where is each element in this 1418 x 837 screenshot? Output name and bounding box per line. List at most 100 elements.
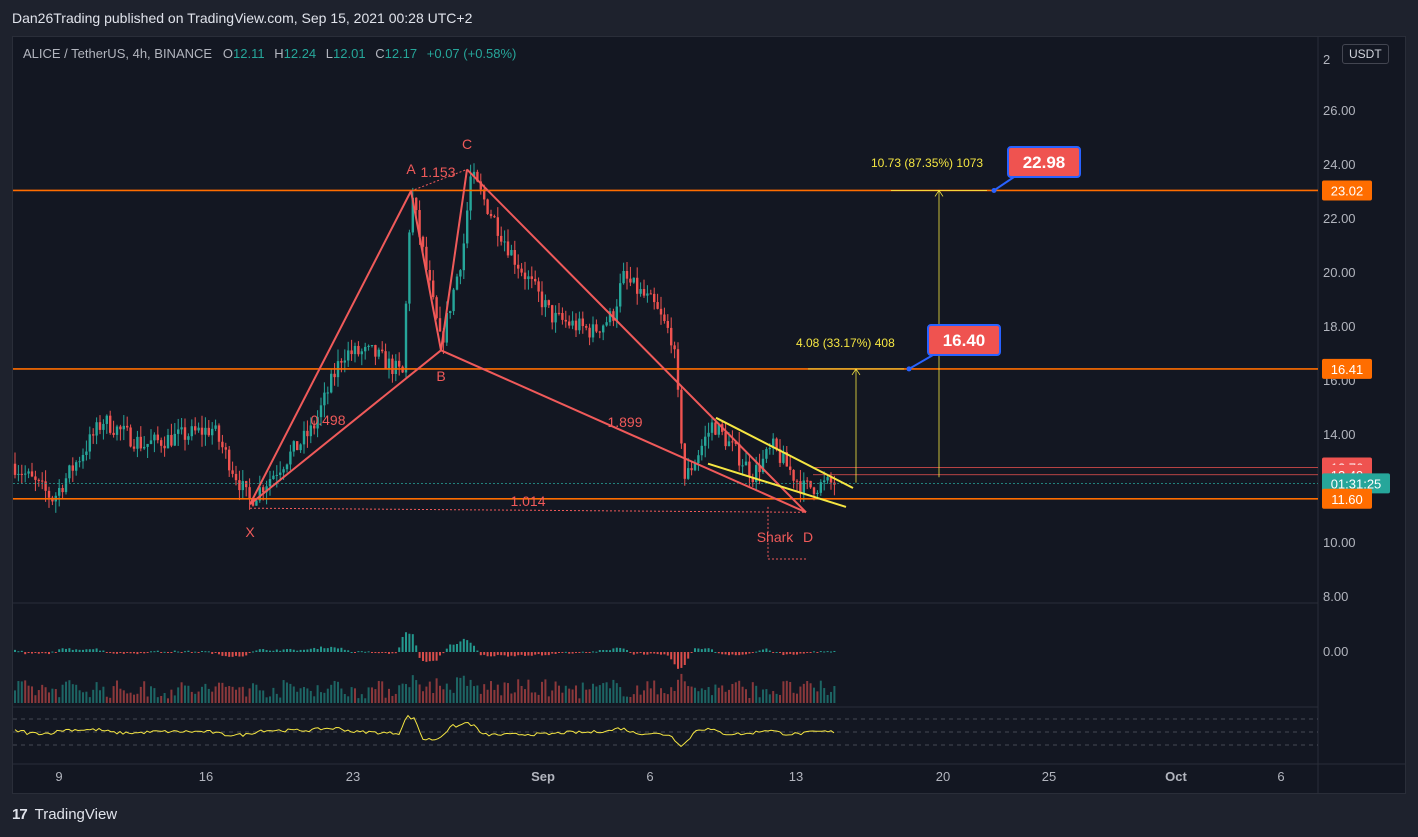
- volume-bar: [204, 683, 207, 703]
- wedge-upper: [715, 416, 854, 489]
- candle: [292, 440, 295, 457]
- low-label: L: [325, 46, 334, 61]
- candle: [435, 295, 438, 320]
- volume-bar: [323, 692, 326, 703]
- target-callout-text: 22.98: [1023, 153, 1066, 172]
- target-measure-label: 10.73 (87.35%) 1073: [871, 156, 983, 170]
- candle-body: [136, 436, 139, 449]
- volume-bar: [738, 680, 741, 703]
- candle: [13, 452, 17, 479]
- volume-bar: [34, 695, 37, 703]
- volume-bar: [456, 677, 458, 703]
- candle-body: [384, 351, 387, 370]
- volume-bar: [758, 697, 761, 703]
- volume-bar: [734, 682, 737, 703]
- volume-bar: [527, 679, 530, 703]
- volume-bar: [782, 681, 785, 703]
- candle: [177, 418, 180, 446]
- candle-body: [472, 171, 476, 177]
- candle: [170, 423, 173, 448]
- volume-bar: [129, 692, 132, 703]
- candle: [608, 307, 612, 326]
- candle: [544, 294, 547, 317]
- volume-bar: [432, 693, 435, 703]
- histogram-bar: [54, 652, 57, 653]
- candle: [71, 457, 74, 482]
- histogram-bar: [799, 652, 802, 654]
- candle: [574, 313, 578, 338]
- candle: [166, 428, 170, 449]
- candle-body: [772, 438, 775, 449]
- candle-body: [799, 481, 802, 494]
- histogram-bar: [571, 652, 574, 654]
- candle: [92, 428, 95, 444]
- candle-body: [704, 436, 707, 446]
- volume-bar: [765, 689, 768, 703]
- histogram-bar: [588, 652, 591, 653]
- candle: [578, 311, 581, 335]
- volume-bar: [333, 680, 336, 703]
- footer-brand[interactable]: 17 TradingView: [12, 806, 117, 823]
- price-chart[interactable]: 8.0010.0012.0014.0016.0018.0020.0022.002…: [13, 37, 1406, 794]
- histogram-bar: [496, 652, 499, 655]
- volume-bar: [201, 686, 203, 703]
- candle-body: [506, 241, 510, 256]
- candle-body: [81, 454, 85, 462]
- volume-bar: [68, 680, 71, 703]
- volume-bar: [136, 693, 139, 703]
- candle-body: [357, 345, 360, 355]
- volume-bar: [173, 695, 176, 703]
- histogram-bar: [422, 652, 424, 661]
- histogram-bar: [241, 652, 244, 657]
- volume-bar: [258, 690, 261, 703]
- point-label-A: A: [406, 161, 416, 177]
- histogram-bar: [269, 650, 271, 652]
- candle: [710, 417, 714, 441]
- candle-body: [574, 320, 578, 331]
- volume-bar: [663, 693, 666, 703]
- chart-frame[interactable]: 8.0010.0012.0014.0016.0018.0020.0022.002…: [12, 36, 1406, 794]
- histogram-bar: [17, 651, 20, 653]
- candle-body: [323, 392, 326, 406]
- candle-body: [455, 276, 459, 290]
- volume-bar: [292, 686, 295, 703]
- histogram-bar: [690, 652, 693, 653]
- histogram-bar: [466, 640, 469, 652]
- volume-bar: [109, 697, 112, 703]
- candle: [183, 418, 187, 451]
- candle: [306, 420, 309, 448]
- candle-body: [479, 181, 482, 190]
- candle-body: [377, 349, 380, 357]
- candle-body: [194, 426, 197, 431]
- histogram-bar: [547, 652, 550, 656]
- histogram-bar: [592, 651, 594, 653]
- histogram: [14, 632, 836, 703]
- x-tick-label: Sep: [531, 769, 555, 784]
- volume-bar: [785, 680, 788, 703]
- currency-badge[interactable]: USDT: [1342, 44, 1389, 64]
- candle: [551, 304, 554, 330]
- volume-bar: [408, 687, 411, 703]
- histogram-bar: [364, 651, 367, 653]
- volume-bar: [31, 686, 33, 703]
- x-tick-label: 13: [789, 769, 803, 784]
- volume-bar: [823, 688, 826, 703]
- ratio-label: 1.899: [607, 414, 642, 430]
- candle: [190, 419, 193, 441]
- histogram-bar: [554, 652, 557, 654]
- volume-bar: [643, 690, 645, 703]
- histogram-bar: [632, 652, 635, 655]
- histogram-bar: [819, 651, 822, 653]
- volume-bar: [806, 681, 809, 703]
- candle-body: [92, 434, 95, 436]
- candle: [149, 429, 153, 445]
- candle-body: [785, 452, 788, 467]
- candle: [472, 163, 476, 184]
- volume-bar: [245, 696, 248, 703]
- candle-body: [122, 425, 125, 430]
- candle-body: [387, 358, 391, 370]
- histogram-bar: [156, 650, 159, 652]
- candle-body: [296, 441, 299, 451]
- volume-bar: [830, 691, 832, 703]
- volume-bar: [299, 688, 302, 703]
